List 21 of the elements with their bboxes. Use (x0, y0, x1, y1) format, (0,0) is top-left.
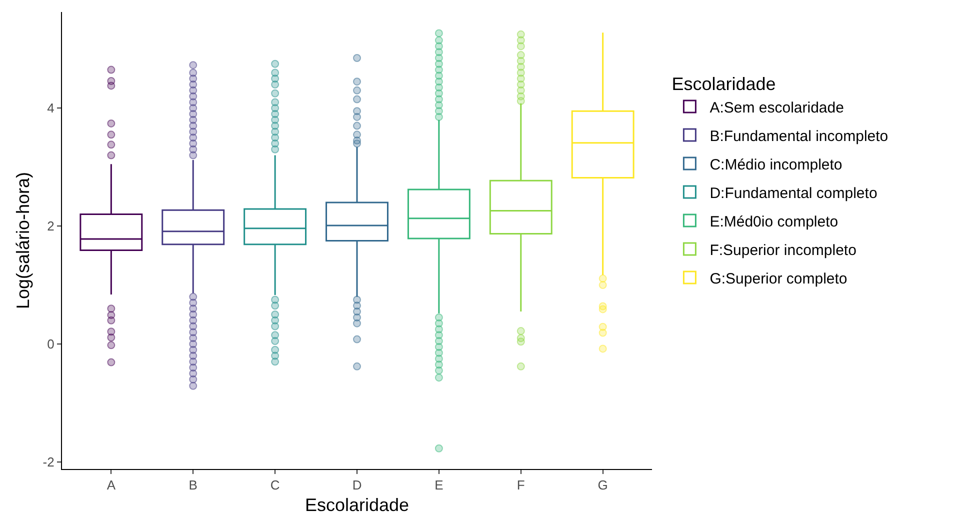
legend-title: Escolaridade (672, 74, 776, 94)
legend-label: C:Médio incompleto (710, 156, 842, 174)
y-axis-title: Log(salário-hora) (12, 172, 33, 310)
x-tick-label: B (188, 478, 198, 493)
legend-label: F:Superior incompleto (710, 242, 856, 259)
x-tick-label: G (598, 478, 608, 493)
legend-label: E:Méd0io completo (710, 213, 838, 230)
x-tick-label: A (106, 478, 116, 493)
x-tick-label: E (434, 478, 444, 493)
legend-label: D:Fundamental completo (710, 184, 878, 202)
y-tick-label: -2 (42, 454, 54, 470)
x-tick-label: C (270, 478, 280, 493)
y-tick-label: 0 (47, 336, 54, 352)
legend-label: A:Sem escolaridade (710, 99, 844, 116)
y-tick-label: 4 (47, 100, 54, 116)
legend-label: B:Fundamental incompleto (710, 128, 888, 145)
legend-label: G:Superior completo (710, 270, 848, 288)
x-axis-title: Escolaridade (304, 494, 410, 515)
x-tick-label: D (352, 478, 362, 493)
x-tick-label: F (516, 478, 525, 493)
y-tick-label: 2 (47, 218, 54, 234)
